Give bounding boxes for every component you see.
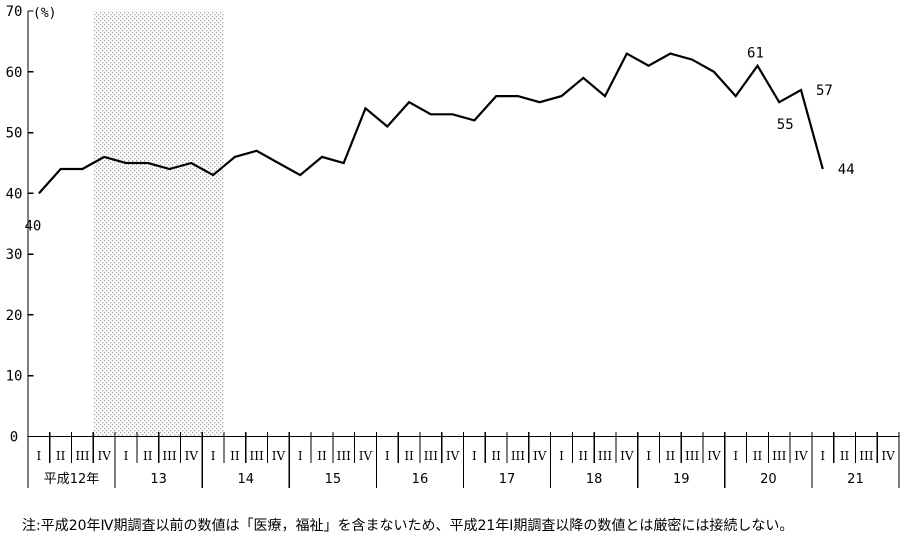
quarter-label: I [733, 449, 738, 463]
y-tick-label: 70 [6, 4, 23, 20]
y-axis-unit-label: (%) [33, 6, 56, 21]
year-label: 13 [150, 472, 167, 487]
data-line [38, 52, 824, 195]
year-label: 平成12年 [44, 472, 100, 487]
quarter-label: I [124, 449, 129, 463]
point-annotation: 44 [838, 162, 855, 178]
quarter-label: IV [185, 449, 199, 463]
quarter-label: I [559, 449, 564, 463]
year-label: 19 [673, 472, 690, 487]
y-tick-label: 50 [6, 126, 23, 142]
quarter-label: III [772, 449, 786, 463]
quarter-label: IV [881, 449, 895, 463]
quarter-label: IV [533, 449, 547, 463]
quarter-label: I [646, 449, 651, 463]
quarter-label: III [250, 449, 264, 463]
point-annotation: 57 [816, 83, 833, 99]
quarter-label: IV [620, 449, 634, 463]
quarter-label: II [840, 449, 850, 463]
y-tick-label: 30 [6, 247, 23, 263]
quarter-label: III [337, 449, 351, 463]
quarter-label: II [491, 449, 501, 463]
year-label: 21 [847, 472, 864, 487]
quarter-label: III [685, 449, 699, 463]
quarter-label: III [424, 449, 438, 463]
shaded-band [93, 11, 224, 437]
quarter-label: II [404, 449, 414, 463]
y-tick-label: 20 [6, 308, 23, 324]
quarter-label: I [820, 449, 825, 463]
point-annotation: 61 [747, 46, 764, 62]
quarter-label: I [298, 449, 303, 463]
quarter-label: III [511, 449, 525, 463]
quarter-label: IV [794, 449, 808, 463]
quarter-label: II [579, 449, 589, 463]
quarter-label: III [162, 449, 176, 463]
year-label: 15 [325, 472, 342, 487]
y-tick-label: 60 [6, 65, 23, 81]
y-tick-label: 40 [6, 186, 23, 202]
quarter-label: III [75, 449, 89, 463]
quarter-label: IV [98, 449, 112, 463]
quarter-label: I [37, 449, 42, 463]
year-label: 18 [586, 472, 603, 487]
quarter-label: II [317, 449, 327, 463]
year-label: 20 [760, 472, 777, 487]
quarter-label: II [230, 449, 240, 463]
quarter-label: IV [272, 449, 286, 463]
y-tick-label: 0 [10, 430, 18, 446]
quarter-label: II [666, 449, 676, 463]
quarter-label: III [598, 449, 612, 463]
year-label: 17 [499, 472, 516, 487]
quarter-label: II [753, 449, 763, 463]
quarter-label: II [56, 449, 66, 463]
quarter-label: I [211, 449, 216, 463]
year-label: 14 [237, 472, 254, 487]
quarter-label: II [143, 449, 153, 463]
quarter-label: III [859, 449, 873, 463]
y-tick-label: 10 [6, 369, 23, 385]
point-annotation: 55 [777, 117, 794, 133]
quarter-label: I [472, 449, 477, 463]
year-label: 16 [412, 472, 429, 487]
footnote: 注:平成20年Ⅳ期調査以前の数値は「医療，福祉」を含まないため、平成21年Ⅰ期調… [22, 518, 794, 534]
quarter-label: IV [707, 449, 721, 463]
quarter-label: IV [359, 449, 373, 463]
quarter-label: I [385, 449, 390, 463]
point-annotation: 40 [24, 218, 41, 234]
quarter-label: IV [446, 449, 460, 463]
